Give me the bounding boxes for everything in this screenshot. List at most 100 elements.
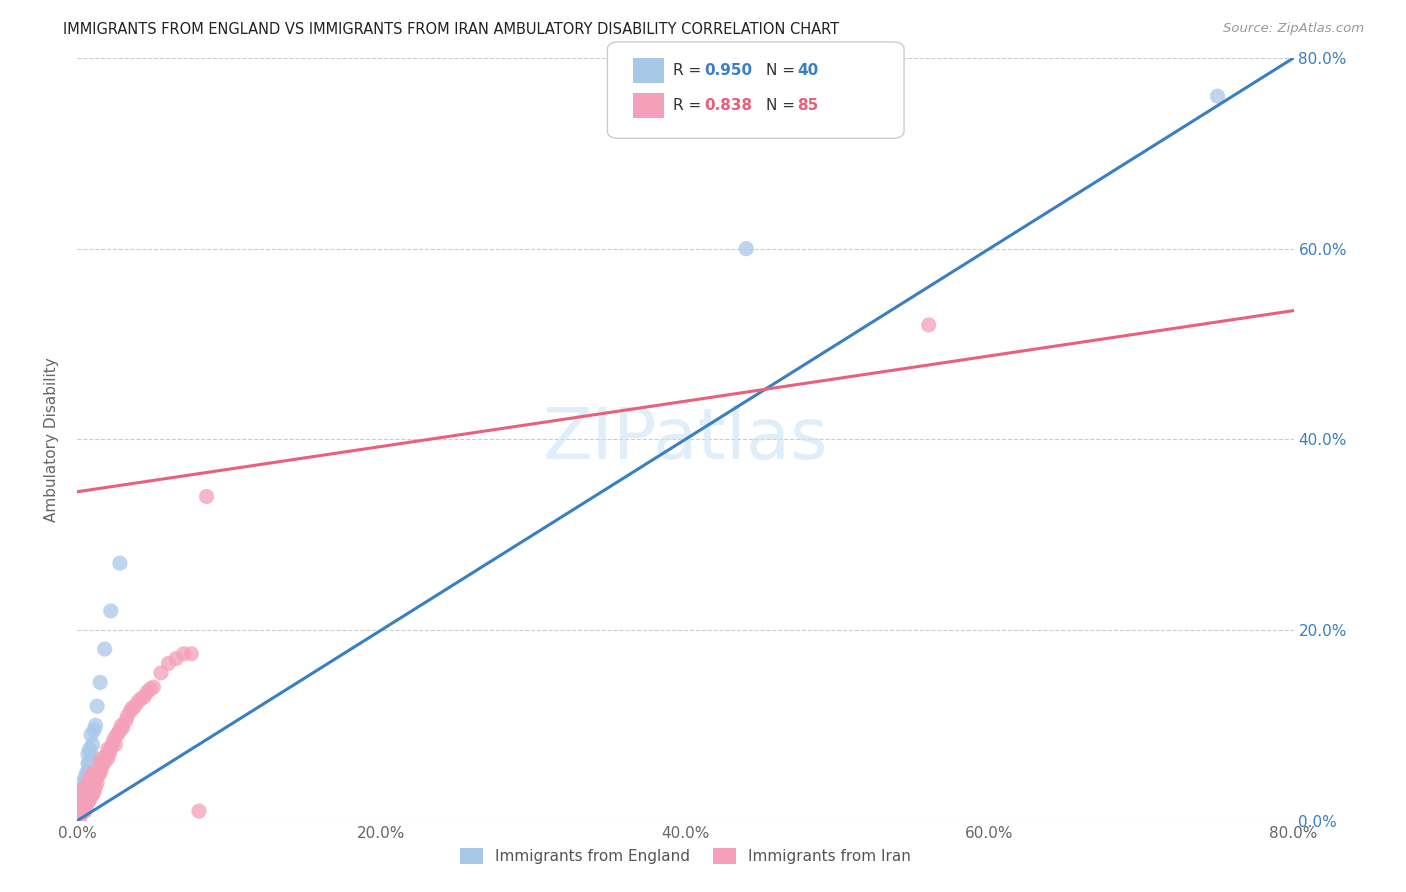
Point [72, 792, 94, 806]
Point [69, 804, 91, 818]
Point [86, 766, 108, 780]
Point [72, 785, 94, 799]
Point [73, 780, 96, 795]
Point [67, 799, 90, 814]
Point [79, 777, 101, 791]
Point [69, 799, 91, 814]
Point [72, 787, 94, 801]
Point [124, 699, 146, 714]
Point [157, 657, 180, 671]
Point [101, 737, 124, 751]
Point [83, 768, 105, 782]
Point [134, 690, 156, 704]
Point [84, 718, 107, 732]
Point [75, 799, 97, 814]
Text: N =: N = [766, 63, 800, 78]
Point [77, 756, 100, 771]
Y-axis label: Ambulatory Disability: Ambulatory Disability [44, 357, 59, 522]
Point [89, 766, 111, 780]
Point [93, 755, 115, 769]
Point [97, 752, 120, 766]
Point [70, 785, 93, 799]
Point [98, 747, 121, 761]
Point [115, 714, 138, 728]
Point [89, 756, 111, 771]
Point [90, 761, 112, 775]
Point [70, 804, 93, 818]
Point [73, 785, 96, 799]
Point [173, 647, 195, 661]
Point [77, 766, 100, 780]
Text: 0.950: 0.950 [704, 63, 752, 78]
Point [79, 785, 101, 799]
Point [69, 799, 91, 814]
Point [105, 728, 128, 742]
Point [73, 799, 96, 814]
Point [69, 809, 91, 823]
Point [75, 766, 97, 780]
Point [77, 795, 100, 809]
Point [77, 747, 100, 761]
Point [70, 789, 93, 804]
Point [120, 704, 142, 718]
Point [80, 777, 103, 791]
Point [79, 742, 101, 756]
Point [73, 789, 96, 804]
Point [70, 795, 93, 809]
Point [129, 691, 152, 706]
Point [70, 799, 93, 814]
Point [87, 768, 110, 782]
Point [149, 665, 172, 680]
Point [84, 780, 107, 795]
Point [77, 780, 100, 795]
Point [82, 737, 104, 751]
Point [100, 604, 122, 618]
Point [82, 780, 104, 795]
Point [108, 723, 131, 737]
Point [80, 789, 103, 804]
Point [67, 804, 90, 818]
Point [69, 795, 91, 809]
Point [83, 785, 105, 799]
Point [72, 780, 94, 795]
Point [117, 708, 139, 723]
Text: ZIPatlas: ZIPatlas [543, 405, 828, 474]
Point [142, 680, 165, 694]
Point [188, 804, 211, 818]
Point [79, 792, 101, 806]
Point [77, 789, 100, 804]
Point [83, 723, 105, 737]
Point [180, 647, 202, 661]
Point [73, 804, 96, 818]
Point [80, 747, 103, 761]
Point [69, 795, 91, 809]
Point [139, 682, 162, 697]
Point [100, 742, 122, 756]
Point [73, 780, 96, 795]
Text: 40: 40 [797, 63, 818, 78]
Point [73, 789, 96, 804]
Point [90, 752, 112, 766]
Point [195, 490, 218, 504]
Point [96, 748, 118, 763]
Point [72, 799, 94, 814]
Point [86, 699, 108, 714]
Point [136, 685, 159, 699]
Point [103, 732, 125, 747]
Point [91, 756, 114, 771]
Point [108, 556, 131, 570]
Point [79, 771, 101, 785]
Text: 0.838: 0.838 [704, 98, 752, 112]
Legend: Immigrants from England, Immigrants from Iran: Immigrants from England, Immigrants from… [454, 842, 917, 871]
Point [75, 795, 97, 809]
Point [82, 787, 104, 801]
Point [67, 804, 90, 818]
Point [89, 675, 111, 690]
Point [107, 726, 129, 740]
Point [72, 795, 94, 809]
Point [73, 785, 96, 799]
Point [77, 775, 100, 789]
Point [735, 242, 758, 256]
Point [67, 799, 90, 814]
Text: R =: R = [673, 63, 707, 78]
